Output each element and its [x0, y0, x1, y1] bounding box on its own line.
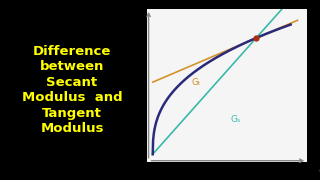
Text: Gₛ: Gₛ — [230, 115, 241, 124]
Text: γ: γ — [317, 168, 320, 178]
Text: τ: τ — [132, 0, 140, 1]
Text: Gₜ: Gₜ — [192, 78, 202, 87]
Text: Difference
between
Secant
Modulus  and
Tangent
Modulus: Difference between Secant Modulus and Ta… — [22, 45, 122, 135]
